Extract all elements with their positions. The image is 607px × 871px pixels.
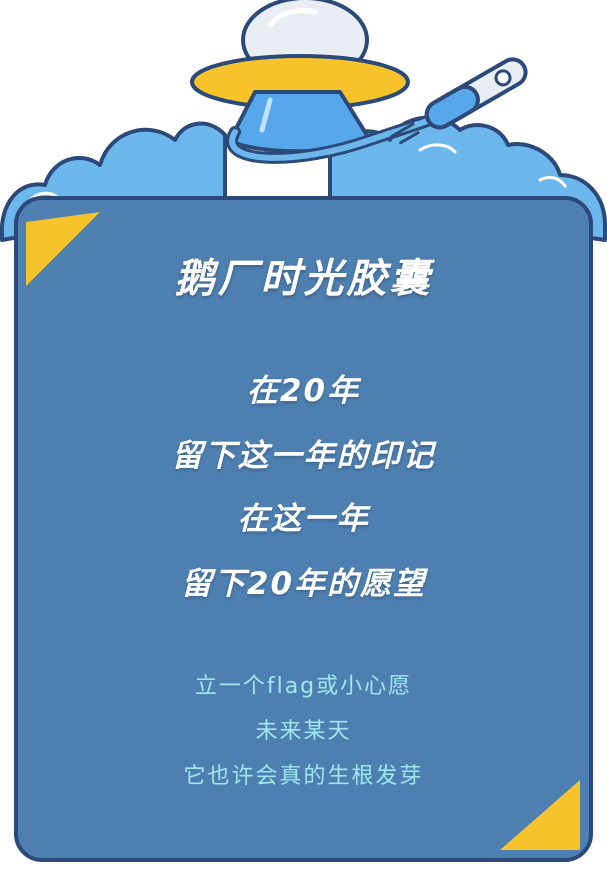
body-line-2: 留下这一年的印记 (171, 438, 436, 474)
card-title: 鹅厂时光胶囊 (174, 256, 433, 302)
sub-line-3: 它也许会真的生根发芽 (183, 764, 424, 789)
corner-accent-bottom-right (500, 780, 580, 850)
sub-line-2: 未来某天 (255, 719, 352, 744)
body-line-1: 在20年 (246, 373, 361, 409)
body-line-3: 在这一年 (237, 501, 370, 537)
card-text: 鹅厂时光胶囊 在20年 留下这一年的印记 在这一年 留下20年的愿望 立一个fl… (16, 198, 591, 860)
corner-accent-top-left (26, 212, 100, 286)
body-line-4: 留下20年的愿望 (180, 566, 427, 602)
card-background (14, 196, 593, 862)
capsule-rocket-icon (389, 57, 528, 145)
ufo-icon (190, 0, 462, 164)
sub-line-1: 立一个flag或小心愿 (194, 674, 413, 699)
